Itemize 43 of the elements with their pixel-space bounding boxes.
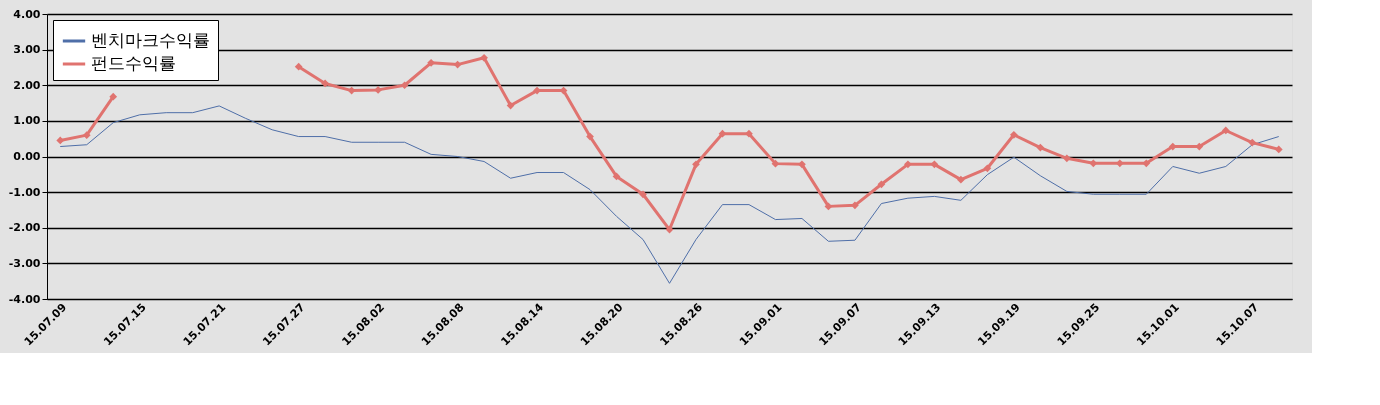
y-tick-label: 4.00 (13, 7, 41, 21)
point (1009, 130, 1018, 139)
point (480, 53, 488, 62)
point (294, 62, 303, 71)
point (771, 159, 780, 168)
point (639, 190, 647, 199)
point (983, 164, 992, 173)
point (930, 160, 939, 169)
point (904, 160, 912, 169)
point (1221, 126, 1230, 135)
point (718, 129, 727, 138)
point (453, 60, 462, 69)
point (798, 160, 806, 169)
legend-label: 벤치마크수익률 (91, 30, 210, 50)
y-tick-label: -4.00 (8, 292, 41, 306)
point (877, 180, 886, 189)
point (745, 129, 753, 138)
point (533, 86, 541, 95)
point (957, 175, 965, 184)
legend-label: 펀드수익률 (91, 53, 176, 73)
y-tick-label: 3.00 (13, 43, 41, 57)
point (1062, 154, 1071, 163)
point (586, 132, 594, 141)
point (400, 81, 409, 90)
point (1274, 145, 1283, 154)
point (374, 86, 382, 94)
point (692, 160, 700, 169)
y-tick-label: -3.00 (8, 256, 41, 270)
y-tick-label: -1.00 (8, 185, 41, 199)
point (1248, 138, 1257, 147)
point (851, 201, 859, 210)
point (427, 58, 435, 67)
point (109, 92, 118, 101)
point (824, 202, 833, 211)
y-tick-label: -2.00 (8, 221, 41, 235)
point (56, 136, 65, 145)
point (1142, 159, 1151, 168)
y-tick-label: 2.00 (13, 78, 41, 92)
point (82, 131, 91, 139)
point (321, 79, 330, 88)
y-tick-label: 1.00 (13, 114, 41, 128)
point (1036, 143, 1045, 152)
y-tick-label: 0.00 (13, 150, 41, 163)
